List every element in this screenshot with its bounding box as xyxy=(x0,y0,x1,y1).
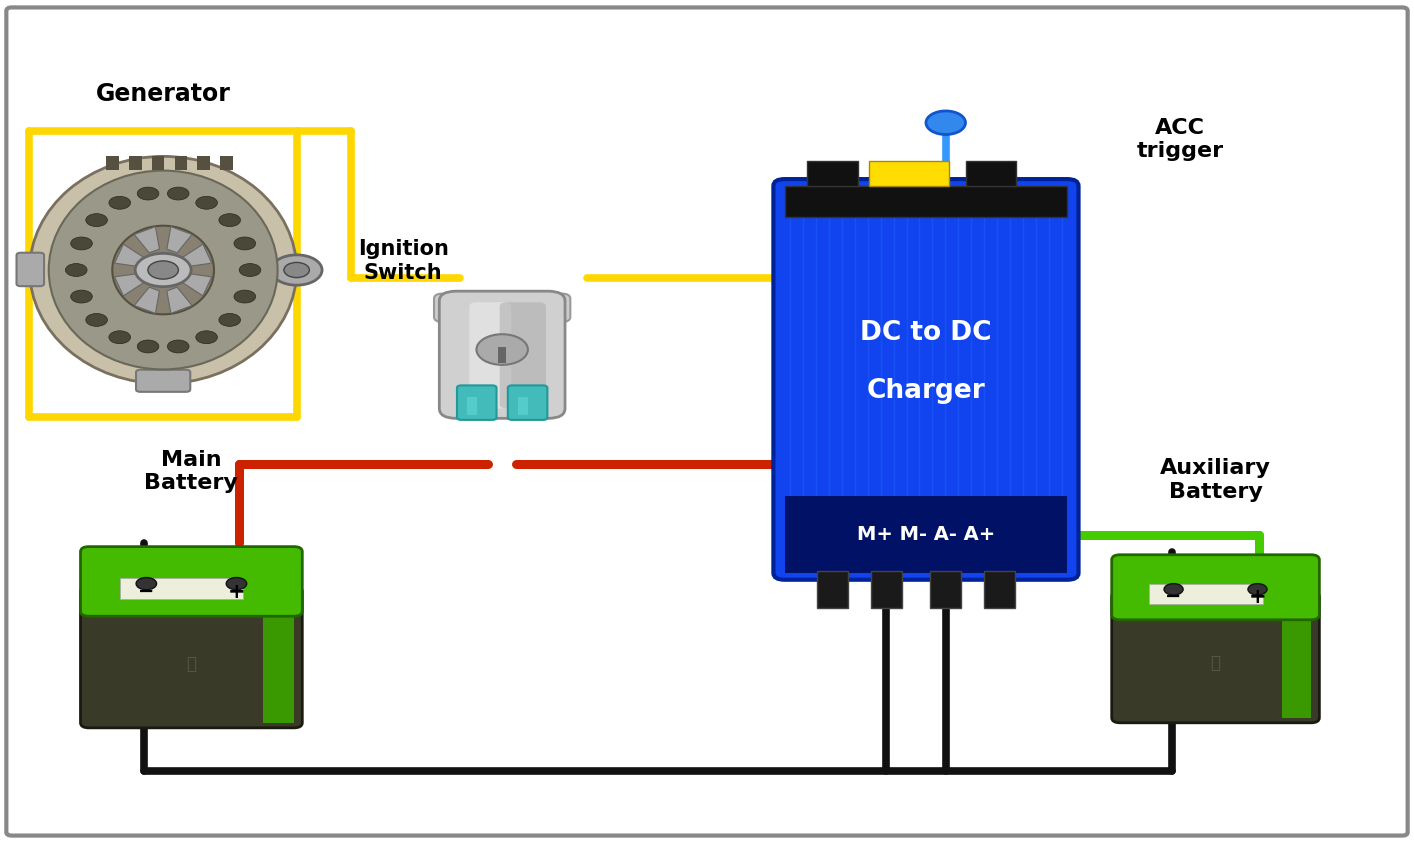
Bar xyxy=(129,157,141,170)
FancyBboxPatch shape xyxy=(136,370,191,392)
FancyBboxPatch shape xyxy=(263,611,294,722)
Circle shape xyxy=(1164,583,1184,595)
Bar xyxy=(499,347,506,362)
Bar xyxy=(519,397,527,415)
Polygon shape xyxy=(134,227,160,253)
Text: M+ M- A- A+: M+ M- A- A+ xyxy=(857,525,995,544)
Polygon shape xyxy=(134,287,160,314)
Text: Generator: Generator xyxy=(96,82,230,106)
Bar xyxy=(221,157,233,170)
Ellipse shape xyxy=(30,157,297,384)
Circle shape xyxy=(137,187,158,200)
Circle shape xyxy=(195,196,218,209)
FancyBboxPatch shape xyxy=(1111,592,1319,722)
Circle shape xyxy=(136,254,191,287)
Circle shape xyxy=(1249,583,1267,595)
Text: Charger: Charger xyxy=(867,378,986,404)
Bar xyxy=(930,572,962,609)
Circle shape xyxy=(65,264,88,277)
Bar xyxy=(174,157,187,170)
Circle shape xyxy=(71,290,92,303)
Bar xyxy=(468,397,477,415)
Circle shape xyxy=(284,262,310,277)
Circle shape xyxy=(477,334,527,365)
Text: DC to DC: DC to DC xyxy=(860,320,991,346)
FancyBboxPatch shape xyxy=(434,293,570,322)
Text: 𝒲: 𝒲 xyxy=(1210,654,1220,672)
FancyBboxPatch shape xyxy=(1111,555,1319,620)
FancyBboxPatch shape xyxy=(469,303,510,409)
FancyBboxPatch shape xyxy=(1282,615,1311,717)
Circle shape xyxy=(86,314,107,326)
Text: +: + xyxy=(1249,587,1267,607)
Text: +: + xyxy=(228,582,245,602)
Text: Auxiliary
Battery: Auxiliary Battery xyxy=(1159,459,1271,502)
Circle shape xyxy=(136,577,157,590)
Circle shape xyxy=(926,111,966,135)
FancyBboxPatch shape xyxy=(508,385,547,420)
Polygon shape xyxy=(182,244,212,266)
Bar xyxy=(984,572,1015,609)
Circle shape xyxy=(86,213,107,227)
FancyBboxPatch shape xyxy=(457,385,496,420)
FancyBboxPatch shape xyxy=(773,179,1079,580)
Bar xyxy=(870,161,949,185)
Circle shape xyxy=(226,577,246,590)
Bar xyxy=(817,572,848,609)
Polygon shape xyxy=(115,273,144,296)
Text: Ignition
Switch: Ignition Switch xyxy=(358,239,448,282)
FancyBboxPatch shape xyxy=(440,291,566,418)
Polygon shape xyxy=(182,273,212,296)
Bar xyxy=(1148,583,1263,604)
Bar xyxy=(198,157,211,170)
Bar xyxy=(785,185,1068,217)
FancyBboxPatch shape xyxy=(499,303,546,409)
Bar xyxy=(120,577,243,599)
Ellipse shape xyxy=(48,170,277,369)
Text: ACC
trigger: ACC trigger xyxy=(1137,118,1223,161)
Bar xyxy=(807,161,858,185)
Bar xyxy=(966,161,1017,185)
Circle shape xyxy=(219,213,240,227)
Circle shape xyxy=(233,290,256,303)
Text: −: − xyxy=(139,582,154,601)
Circle shape xyxy=(233,237,256,250)
Circle shape xyxy=(219,314,240,326)
Text: Main
Battery: Main Battery xyxy=(144,449,239,493)
Bar xyxy=(106,157,119,170)
Circle shape xyxy=(71,237,92,250)
Polygon shape xyxy=(115,244,144,266)
Bar xyxy=(151,157,164,170)
Text: 𝒲: 𝒲 xyxy=(187,655,197,673)
Text: −: − xyxy=(1165,587,1182,606)
Circle shape xyxy=(137,340,158,353)
Polygon shape xyxy=(167,227,192,253)
Bar xyxy=(871,572,902,609)
FancyBboxPatch shape xyxy=(81,587,303,728)
FancyBboxPatch shape xyxy=(17,253,44,286)
Circle shape xyxy=(167,187,189,200)
Circle shape xyxy=(239,264,260,277)
Polygon shape xyxy=(167,287,192,314)
Ellipse shape xyxy=(112,226,214,314)
Circle shape xyxy=(195,330,218,344)
Circle shape xyxy=(167,340,189,353)
Circle shape xyxy=(109,330,130,344)
Circle shape xyxy=(271,255,322,285)
Circle shape xyxy=(109,196,130,209)
Circle shape xyxy=(148,261,178,279)
FancyBboxPatch shape xyxy=(785,496,1068,573)
FancyBboxPatch shape xyxy=(81,546,303,616)
